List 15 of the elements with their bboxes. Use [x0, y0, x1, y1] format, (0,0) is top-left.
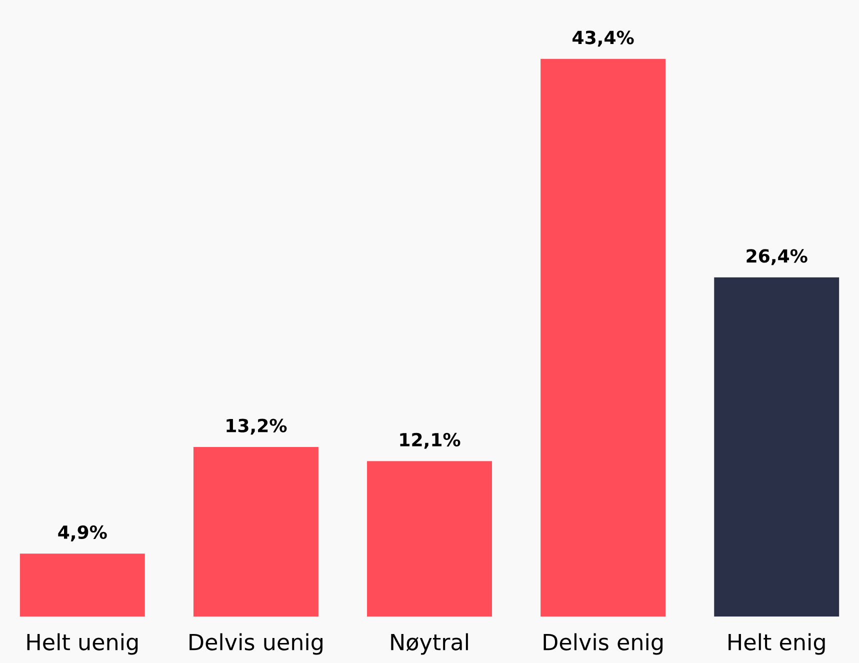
- data-label: 13,2%: [226, 418, 287, 435]
- bar: [540, 58, 666, 617]
- bar: [367, 461, 492, 617]
- x-tick-label: Nøytral: [391, 633, 468, 655]
- data-label: 26,4%: [746, 249, 808, 266]
- bar: [20, 554, 145, 617]
- bar: [714, 277, 840, 617]
- data-label: 12,1%: [400, 432, 460, 449]
- data-label: 43,4%: [572, 30, 634, 47]
- x-tick-label: Helt enig: [728, 633, 825, 655]
- x-tick-label: Delvis uenig: [190, 633, 322, 655]
- x-tick-label: Delvis enig: [544, 633, 663, 655]
- data-label: 4,9%: [58, 525, 107, 542]
- bar: [193, 446, 318, 617]
- x-tick-label: Helt uenig: [27, 633, 138, 655]
